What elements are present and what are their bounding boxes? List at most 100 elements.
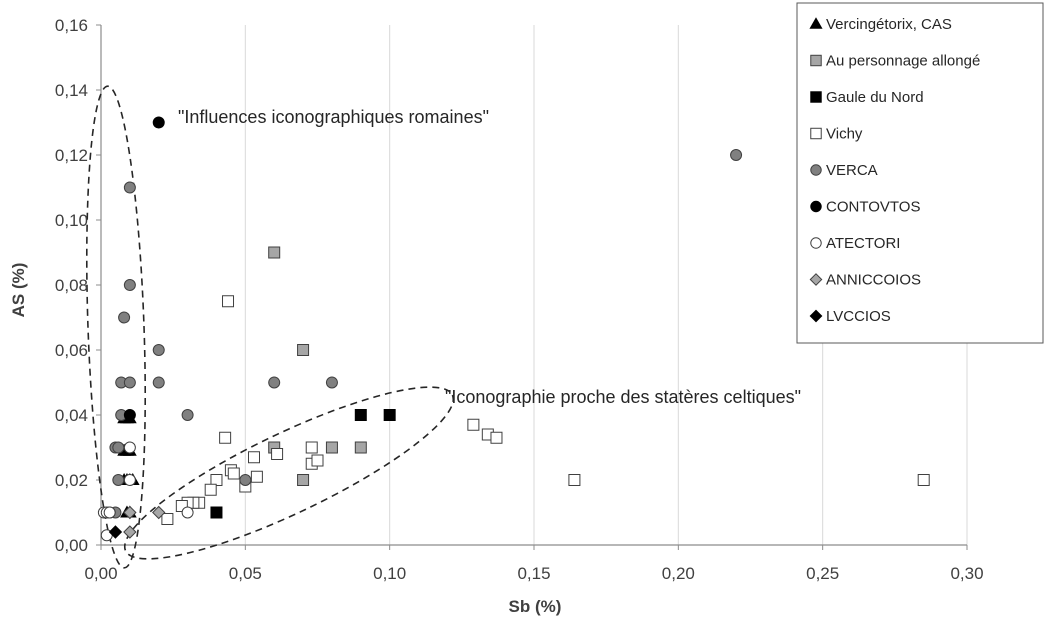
legend-label-verca: VERCA — [826, 162, 878, 179]
roman-influence-ellipse — [85, 85, 147, 569]
y-tick-label: 0,08 — [55, 276, 88, 295]
data-point — [181, 409, 194, 421]
data-point — [152, 116, 165, 129]
data-point — [204, 483, 217, 496]
data-point — [568, 474, 581, 486]
legend-label-anniccoios: ANNICCOIOS — [826, 272, 921, 289]
data-point — [123, 474, 136, 486]
y-axis-title: AS (%) — [9, 263, 28, 318]
series-atectori — [97, 441, 194, 542]
y-tick-label: 0,14 — [55, 81, 88, 100]
y-tick-label: 0,10 — [55, 211, 88, 230]
data-point — [123, 409, 136, 421]
data-point — [123, 181, 136, 194]
x-tick-label: 0,30 — [950, 564, 983, 583]
legend-marker-vercingetorix-cas — [809, 17, 823, 29]
data-point — [354, 441, 367, 454]
y-tick-label: 0,02 — [55, 471, 88, 490]
data-point — [383, 409, 396, 421]
legend-label-atectori: ATECTORI — [826, 235, 900, 252]
legend-marker-au-personnage-allonge — [810, 54, 822, 67]
data-point — [227, 467, 240, 480]
legend-marker-lvccios — [809, 309, 823, 323]
data-point — [103, 506, 116, 519]
legend-label-contovtos: CONTOVTOS — [826, 199, 920, 216]
data-point — [311, 454, 324, 467]
data-point — [152, 344, 165, 356]
data-point — [123, 376, 136, 389]
data-point — [490, 431, 503, 444]
data-point — [250, 470, 263, 483]
annotation-celtic-stater: "Iconographie proche des statères celtiq… — [445, 387, 801, 407]
series-au-personnage-allonge — [268, 246, 367, 486]
data-point — [467, 418, 480, 431]
celtic-stater-ellipse — [123, 386, 455, 560]
legend-marker-anniccoios — [809, 273, 823, 286]
series-gaule-du-nord — [210, 409, 396, 519]
data-point — [268, 376, 281, 389]
y-tick-label: 0,00 — [55, 536, 88, 555]
legend-marker-atectori — [810, 237, 822, 249]
y-tick-labels: 0,00 0,02 0,04 0,06 0,08 0,10 0,12 0,14 0,16 — [55, 16, 88, 555]
data-point — [239, 474, 252, 486]
x-tick-label: 0,05 — [229, 564, 262, 583]
data-point — [123, 505, 137, 520]
data-point — [112, 441, 125, 454]
group-ellipses — [85, 85, 455, 569]
legend: Vercingétorix, CAS Au personnage allongé G… — [796, 2, 1044, 344]
data-point — [123, 279, 136, 291]
legend-box — [796, 2, 1044, 344]
y-tick-label: 0,16 — [55, 16, 88, 35]
y-tick-label: 0,04 — [55, 406, 88, 425]
series-verca — [103, 149, 743, 519]
series-vichy — [161, 295, 930, 525]
legend-label-au-personnage-allonge: Au personnage allongé — [826, 53, 980, 70]
legend-marker-contovtos — [810, 200, 822, 213]
x-tick-label: 0,20 — [662, 564, 695, 583]
series-vercingetorix-cas — [117, 411, 140, 518]
data-point — [354, 409, 367, 421]
data-point — [108, 525, 123, 539]
x-tick-label: 0,10 — [373, 564, 406, 583]
legend-marker-verca — [810, 164, 822, 176]
data-point — [152, 505, 166, 520]
axes — [96, 24, 968, 550]
series-anniccoios — [123, 505, 166, 539]
legend-label-lvccios: LVCCIOS — [826, 308, 891, 325]
legend-marker-vichy — [810, 127, 822, 140]
data-point — [305, 441, 318, 454]
data-point — [297, 344, 310, 356]
data-point — [219, 431, 232, 444]
data-point — [325, 441, 338, 454]
legend-label-vichy: Vichy — [826, 126, 863, 143]
x-tick-labels: 0,00 0,05 0,10 0,15 0,20 0,25 0,30 — [84, 564, 983, 583]
data-points — [97, 116, 930, 542]
x-axis-title: Sb (%) — [509, 597, 562, 616]
data-point — [161, 513, 174, 525]
y-tick-label: 0,12 — [55, 146, 88, 165]
data-point — [123, 525, 137, 539]
x-tick-label: 0,15 — [517, 564, 550, 583]
data-point — [112, 474, 125, 486]
data-point — [325, 376, 338, 389]
data-point — [210, 506, 223, 519]
y-tick-label: 0,06 — [55, 341, 88, 360]
data-point — [917, 474, 930, 486]
data-point — [268, 246, 281, 259]
x-tick-label: 0,00 — [84, 564, 117, 583]
x-tick-label: 0,25 — [806, 564, 839, 583]
data-point — [152, 376, 165, 389]
series-lvccios — [108, 525, 123, 539]
data-point — [730, 149, 743, 161]
legend-label-vercingetorix-cas: Vercingétorix, CAS — [826, 16, 952, 33]
data-point — [271, 448, 284, 460]
data-point — [181, 506, 194, 519]
data-point — [123, 441, 136, 454]
data-point — [118, 311, 131, 324]
annotation-roman-influence: "Influences iconographiques romaines" — [178, 107, 489, 127]
series-contovtos — [123, 116, 165, 421]
data-point — [247, 451, 260, 464]
data-point — [222, 295, 235, 308]
data-point — [297, 474, 310, 486]
